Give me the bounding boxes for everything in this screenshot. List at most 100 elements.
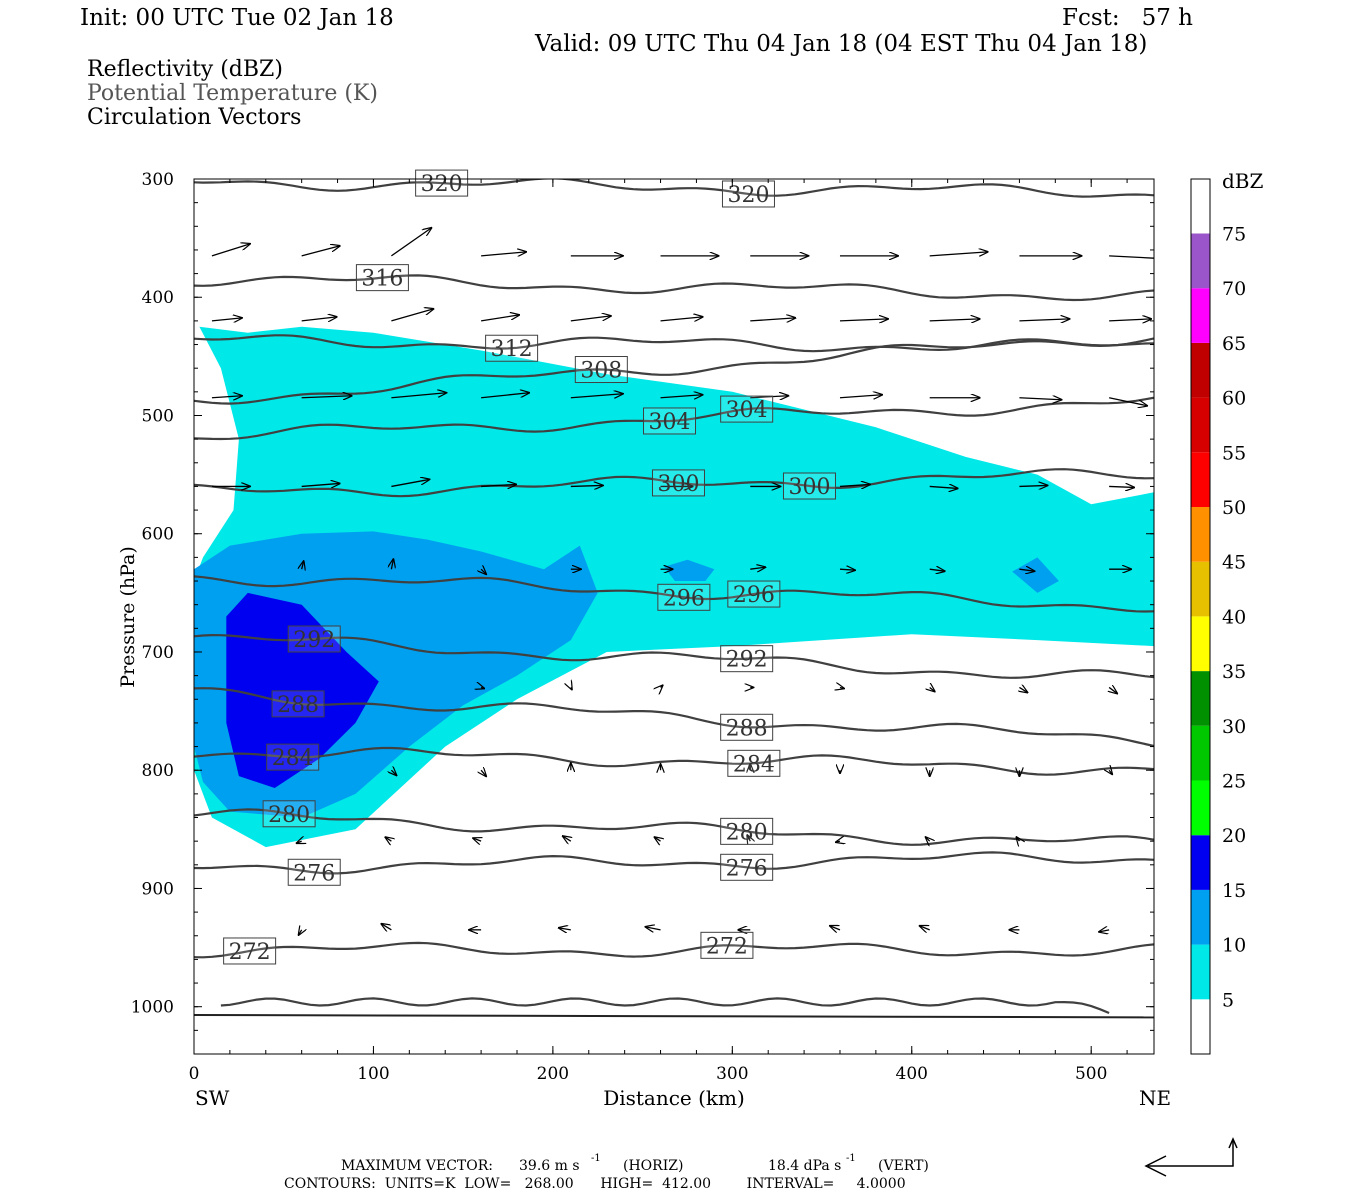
theta-label-box-292 [720,645,774,673]
theta-contours [194,179,1154,1019]
colorbar-label-75: 75 [1222,224,1246,246]
x-end-label-ne: NE [1139,1086,1171,1110]
theta-label-292: 292 [726,648,768,673]
reflectivity-region-10dbz [664,559,715,581]
circulation-vector [747,835,750,841]
theta-label-316: 316 [361,267,403,292]
circulation-vector [211,396,242,398]
valid-time: Valid: 09 UTC Thu 04 Jan 18 (04 EST Thu … [535,31,1148,57]
theta-label-300: 300 [788,475,830,500]
colorbar-swatch-55 [1191,397,1210,453]
colorbar-swatch-20 [1191,780,1210,836]
circulation-vector [301,246,340,257]
circulation-vectors [211,228,1154,935]
circulation-vector [1019,687,1027,692]
theta-label-box-308 [574,356,628,384]
legend-reflectivity: Reflectivity (dBZ) [87,57,283,82]
theta-contour-280 [194,808,1154,846]
colorbar-swatch-35 [1191,616,1210,672]
theta-label-280: 280 [726,820,768,845]
theta-label-320: 320 [727,183,769,208]
theta-label-272: 272 [706,934,748,959]
theta-contour-near-surface [220,997,1110,1015]
y-axis-title: Pressure (hPa) [117,546,139,688]
colorbar-swatch-below-5 [1191,999,1210,1054]
colorbar-label-10: 10 [1222,935,1246,957]
theta-label-box-304 [643,407,697,435]
circulation-vector [1109,255,1154,259]
circulation-vector [839,395,882,398]
colorbar-swatch-5 [1191,944,1210,1000]
circulation-vector [1016,837,1019,841]
colorbar-swatch-15 [1191,835,1210,890]
colorbar-label-50: 50 [1222,497,1246,519]
circulation-vector [1109,687,1117,693]
colorbar-swatch-65 [1191,288,1210,343]
y-tick-label: 900 [142,879,174,899]
reflectivity-shading [194,326,1154,848]
circulation-vector [830,926,841,930]
circulation-vector [646,927,661,930]
theta-label-276: 276 [726,856,768,881]
circulation-vector [297,841,302,843]
colorbar-swatch-75 [1191,179,1210,234]
circulation-vector [1019,319,1069,321]
circulation-vector [1019,569,1034,571]
circulation-vector [391,770,396,775]
theta-contour-292 [194,633,1154,679]
circulation-vector [211,244,250,257]
circulation-vector [929,486,958,488]
x-axis-ticks: 0 100 200 300 400 500 [189,179,1128,1084]
theta-label-box-288 [720,713,774,741]
init-time: Init: 00 UTC Tue 02 Jan 18 [80,5,394,31]
theta-label-304: 304 [726,398,768,423]
colorbar-label-70: 70 [1222,278,1246,300]
circulation-vector [391,228,431,257]
max-vector-vert-tag: (VERT) [878,1158,929,1174]
circulation-vector [920,926,930,930]
circulation-vector [381,924,392,930]
colorbar-label-55: 55 [1222,442,1246,464]
theta-label-box-280 [262,800,316,828]
theta-contour-300 [194,468,1154,498]
theta-label-300: 300 [657,472,699,497]
theta-contour-284 [194,746,1154,776]
theta-contour-296 [194,575,1154,613]
theta-label-box-320 [721,180,775,208]
circulation-vector [563,836,571,841]
circulation-vector [661,685,663,687]
dbz-colorbar: 5 10 15 20 25 30 35 40 45 50 55 60 65 70 75 [1190,178,1246,1055]
circulation-vector [473,838,481,841]
theta-label-304: 304 [649,410,691,435]
circulation-vector [570,485,603,486]
theta-label-288: 288 [277,693,319,718]
theta-label-box-316 [355,264,409,292]
colorbar-swatch-60 [1191,342,1210,398]
contour-info: CONTOURS: UNITS=K LOW= 268.00 HIGH= 412.… [284,1176,906,1192]
circulation-vector [836,841,840,842]
y-tick-label: 600 [142,525,174,545]
circulation-vector [302,561,304,569]
colorbar-frame [1190,178,1211,1055]
circulation-vector [840,687,844,688]
colorbar-label-60: 60 [1222,388,1246,410]
colorbar-swatch-50 [1191,452,1210,507]
y-tick-label: 1000 [131,998,174,1018]
theta-label-box-312 [485,334,539,362]
theta-contour-276 [194,851,1154,875]
colorbar-swatch-10 [1191,889,1210,945]
colorbar-swatch-30 [1191,671,1210,726]
x-tick-label: 400 [896,1064,928,1084]
theta-label-320: 320 [421,172,463,197]
circulation-vector [929,319,980,321]
theta-label-box-304 [720,395,774,423]
theta-label-292: 292 [293,628,335,653]
circulation-vector [655,837,661,841]
circulation-vector [301,317,337,321]
colorbar-label-65: 65 [1222,333,1246,355]
theta-label-288: 288 [726,716,768,741]
x-tick-label: 200 [537,1064,569,1084]
theta-contour-272 [194,941,1154,959]
circulation-vector [1109,486,1134,487]
max-vector-horiz-tag: (HORIZ) [623,1158,684,1174]
